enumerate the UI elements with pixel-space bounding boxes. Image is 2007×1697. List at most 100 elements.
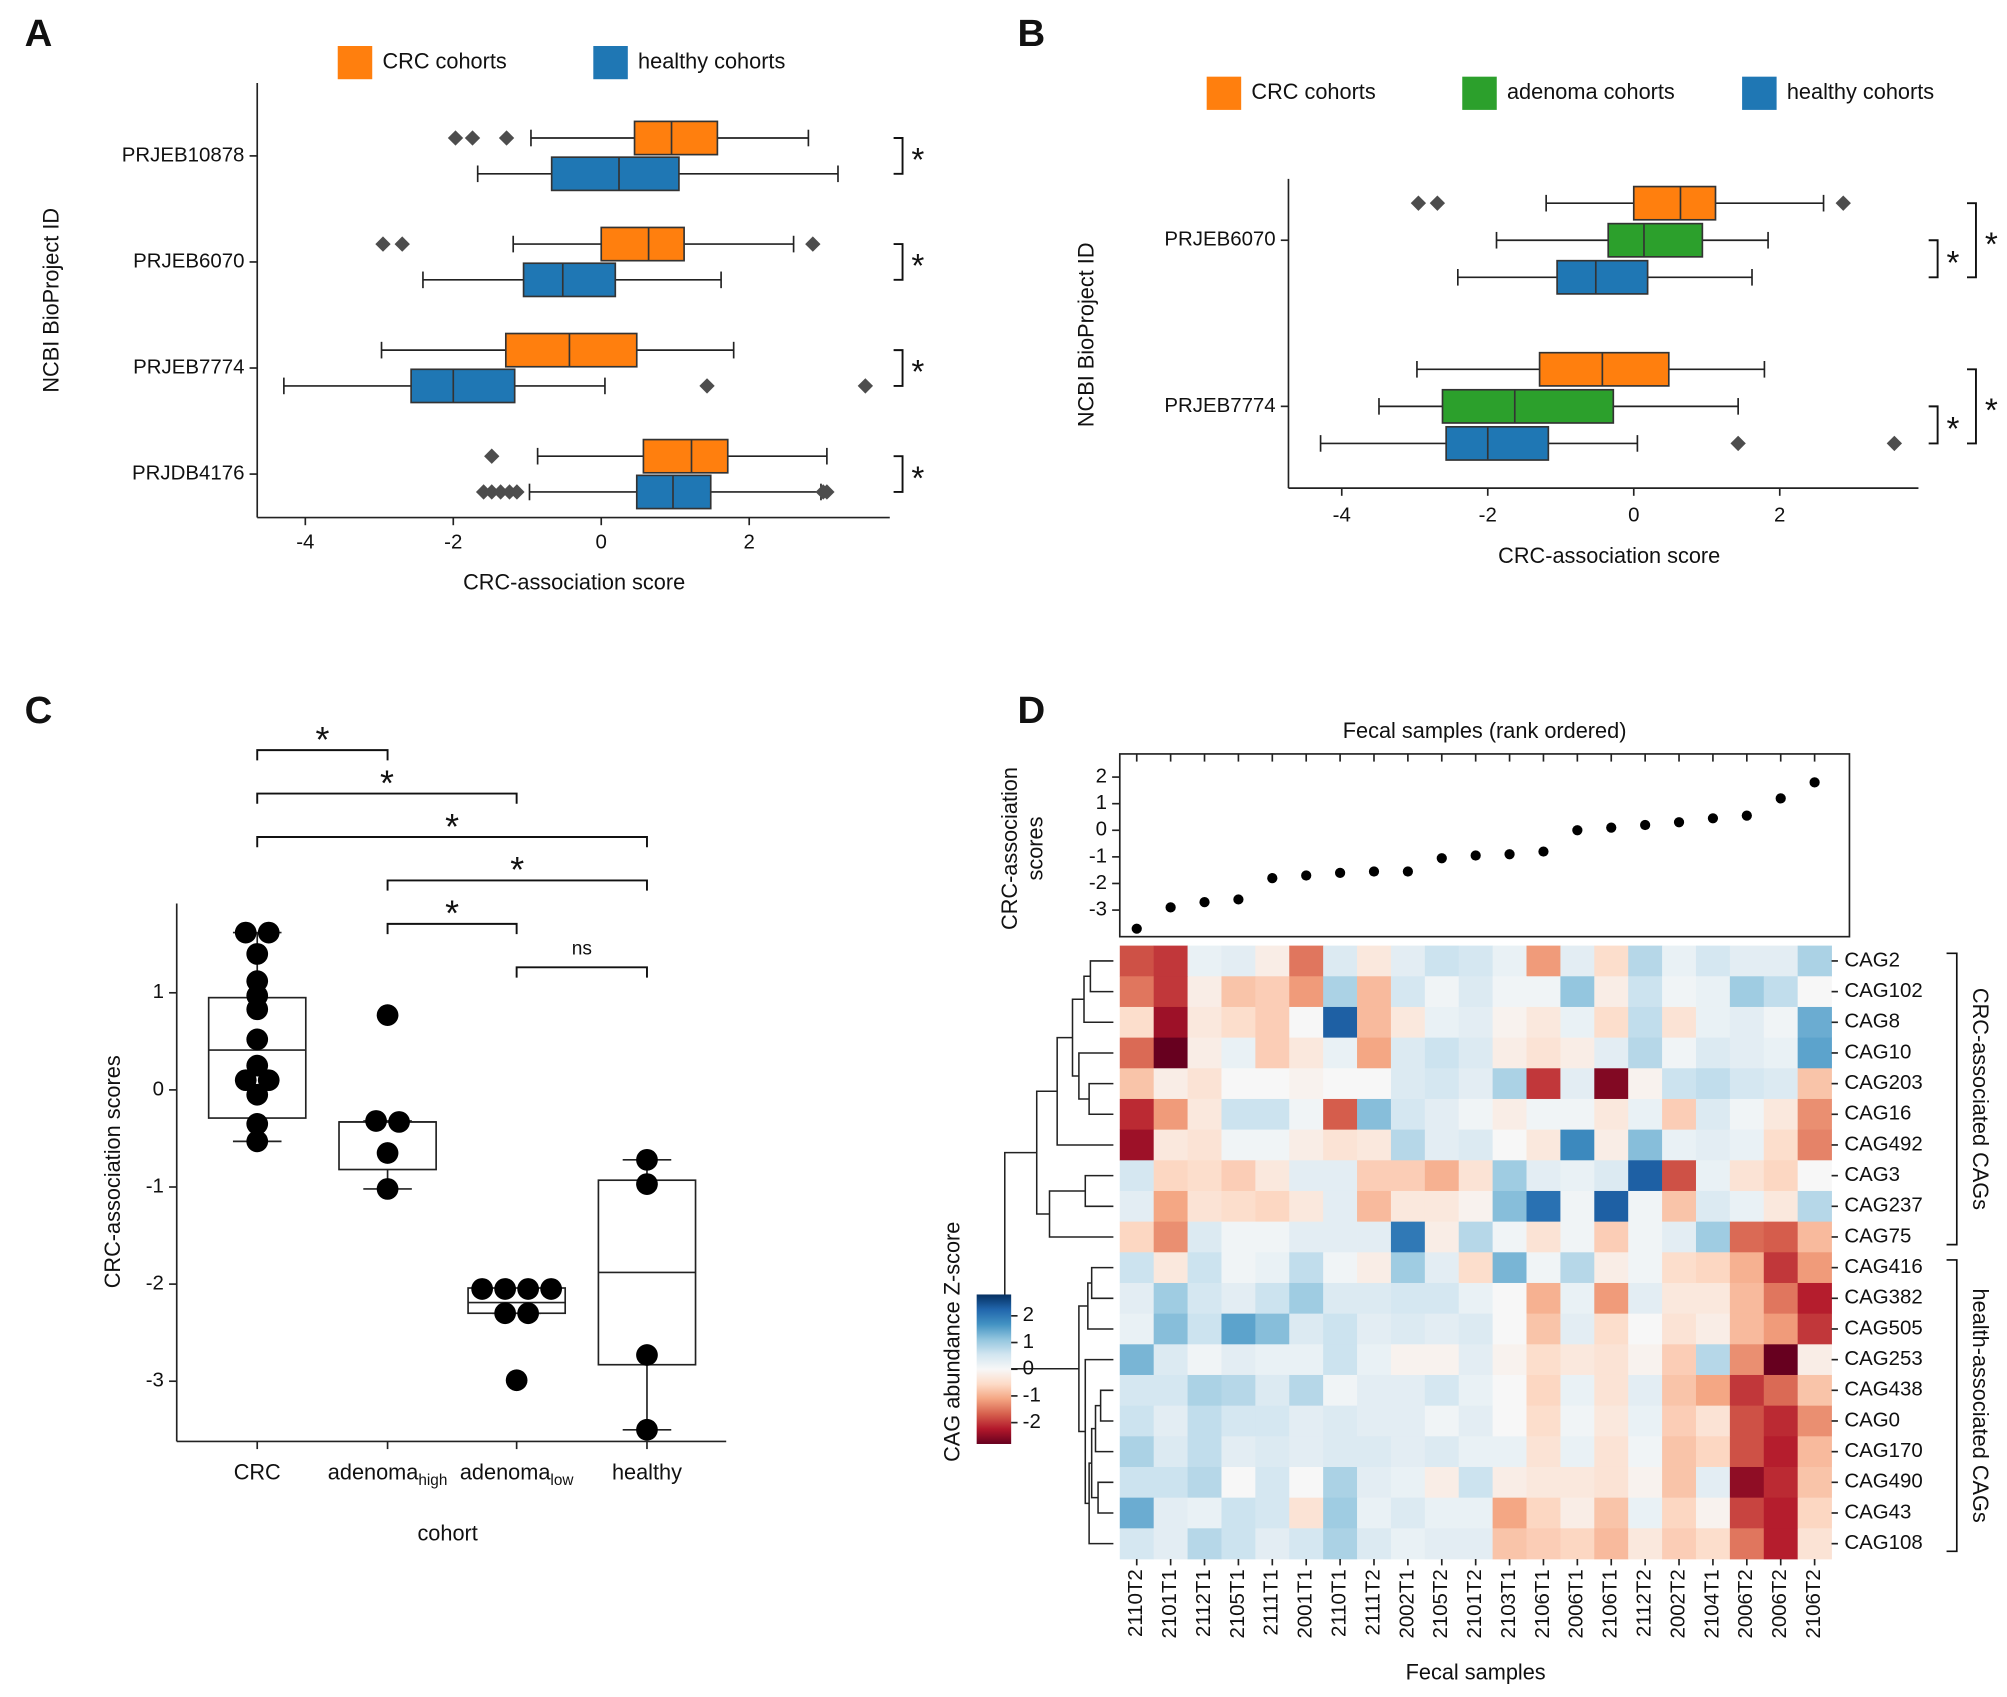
heatmap-cell (1560, 1221, 1595, 1253)
heatmap-cell (1424, 1313, 1460, 1345)
heatmap-cell (1526, 1006, 1561, 1039)
heatmap-cell (1255, 1006, 1290, 1039)
heatmap-cell (1628, 1129, 1663, 1161)
heatmap-cell (1323, 1344, 1358, 1376)
heatmap-cell (1458, 1497, 1493, 1529)
heatmap-cell (1560, 1160, 1595, 1192)
heatmap-cell (1492, 1466, 1527, 1499)
heatmap-cell (1628, 1282, 1663, 1315)
heatmap-cell (1560, 1313, 1595, 1345)
heatmap-cell (1695, 1282, 1731, 1315)
heatmap-cell (1119, 1221, 1155, 1253)
heatmap-cell (1390, 1374, 1426, 1407)
y-axis-label: CRC-association scores (100, 1055, 125, 1288)
panel-label: B (1018, 12, 1046, 55)
heatmap-cell (1526, 1129, 1561, 1161)
data-point (517, 1278, 539, 1300)
heatmap-cell (1763, 1528, 1799, 1560)
heatmap-cell (1797, 1006, 1832, 1039)
heatmap-cell (1662, 1098, 1697, 1131)
heatmap-cell (1594, 1405, 1629, 1437)
heatmap-cell (1662, 1344, 1697, 1376)
heatmap-cell (1357, 1190, 1392, 1223)
heatmap-cell (1323, 1466, 1358, 1499)
heatmap-cell (1289, 1006, 1324, 1039)
heatmap-cell (1662, 1374, 1697, 1407)
heatmap-cell (1289, 1068, 1324, 1100)
heatmap-cell (1458, 1006, 1493, 1039)
heatmap-cell (1221, 1221, 1256, 1253)
heatmap-cell (1323, 945, 1358, 977)
heatmap-cell (1289, 1221, 1324, 1253)
heatmap-cell (1492, 1037, 1527, 1069)
heatmap-cell (1390, 1160, 1426, 1192)
heatmap-cell (1424, 1282, 1460, 1315)
heatmap-cell (1221, 1252, 1256, 1284)
heatmap-cell (1221, 1190, 1256, 1223)
heatmap-cell (1323, 1405, 1358, 1437)
heatmap-cell (1628, 1037, 1663, 1069)
heatmap-cell (1424, 1068, 1460, 1100)
heatmap-cell (1289, 1344, 1324, 1376)
heatmap-cell (1221, 1436, 1256, 1468)
heatmap-cell (1662, 1221, 1697, 1253)
significance-label: * (911, 248, 924, 285)
heatmap-cell (1119, 1466, 1155, 1499)
heatmap-cell (1729, 1344, 1765, 1376)
heatmap-cell (1492, 1006, 1527, 1039)
heatmap-cell (1424, 1436, 1460, 1468)
heatmap-cell (1695, 1436, 1731, 1468)
box (642, 438, 729, 474)
category-name: adenoma (460, 1459, 551, 1484)
heatmap-cell (1357, 976, 1392, 1008)
heatmap-cell (1187, 1129, 1222, 1161)
significance-bracket (1967, 368, 1977, 445)
heatmap-cell (1526, 1313, 1561, 1345)
heatmap-cell (1594, 945, 1629, 977)
heatmap-cell (1695, 1344, 1731, 1376)
heatmap-cell (1153, 1006, 1188, 1039)
heatmap-cell (1357, 1282, 1392, 1315)
heatmap-cell (1153, 1221, 1188, 1253)
legend-label: healthy cohorts (638, 48, 785, 73)
panel-label: A (25, 12, 53, 55)
heatmap-cell (1797, 1374, 1832, 1407)
heatmap-cell (1289, 1405, 1324, 1437)
box (504, 332, 638, 368)
heatmap-cell (1390, 1068, 1426, 1100)
data-point (1606, 822, 1617, 833)
data-point (1436, 853, 1447, 864)
dendrogram (1004, 960, 1114, 1545)
heatmap-cell (1526, 1466, 1561, 1499)
heatmap-cell (1594, 1068, 1629, 1100)
comparison-bracket (256, 749, 389, 761)
heatmap-cell (1323, 1129, 1358, 1161)
row-label: CAG203 (1844, 1071, 1922, 1094)
significance-label: * (1946, 411, 1959, 448)
heatmap-cell (1526, 1497, 1561, 1529)
y-tick-label: PRJEB6070 (1164, 228, 1275, 251)
heatmap-cell (1458, 1374, 1493, 1407)
comparison-label: * (380, 763, 394, 803)
legend-swatch (593, 46, 628, 80)
heatmap-cell (1323, 1252, 1358, 1284)
heatmap-cell (1662, 1129, 1697, 1161)
heatmap-cell (1763, 1190, 1799, 1223)
significance-bracket (893, 137, 904, 175)
significance-label: * (911, 142, 924, 179)
comparison-label: * (445, 807, 459, 847)
significance-label: * (1985, 393, 1998, 430)
y-tick-label: 0 (1096, 818, 1107, 841)
data-point (1504, 849, 1515, 860)
significance-label: * (1946, 245, 1959, 282)
heatmap-cell (1763, 976, 1799, 1008)
y-tick-label: 2 (1096, 764, 1107, 787)
heatmap-cell (1153, 1190, 1188, 1223)
heatmap-cell (1119, 1037, 1155, 1069)
y-tick-label: PRJDB4176 (132, 461, 244, 484)
heatmap-cell (1458, 1436, 1493, 1468)
x-tick-label: healthy (612, 1459, 682, 1484)
heatmap-cell (1153, 1098, 1188, 1131)
heatmap-cell (1458, 1528, 1493, 1560)
outlier (492, 484, 509, 500)
